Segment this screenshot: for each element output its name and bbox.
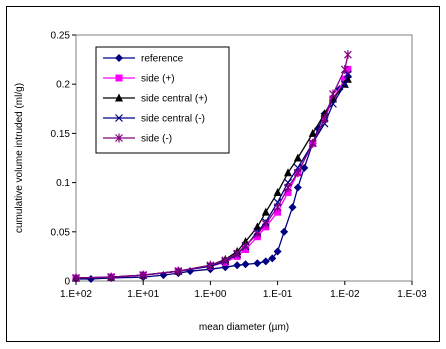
legend-label: side central (+) [141, 94, 207, 105]
data-point [233, 248, 242, 258]
data-point [341, 75, 349, 83]
data-point [320, 114, 329, 124]
data-point [174, 266, 183, 276]
data-point [273, 202, 282, 212]
x-tick-label: 1.E+00 [194, 289, 226, 300]
legend-label: side (-) [141, 134, 172, 145]
data-point [343, 70, 352, 79]
legend-label: side (+) [141, 74, 175, 85]
data-point [241, 241, 250, 251]
x-tick-label: 1.E+02 [60, 289, 92, 300]
legend-marker [115, 54, 123, 62]
legend-entry: side central (+) [103, 93, 207, 105]
x-tick-label: 1.E-03 [397, 289, 427, 300]
legend-marker [115, 114, 123, 122]
data-point [261, 219, 270, 229]
x-axis: 1.E+02 1.E+01 1.E+00 1.E-01 1.E-02 1.E-03 [60, 281, 427, 300]
chart-svg: 00.050.10.150.20.25 1.E+02 1.E+01 1.E+00 1.… [14, 31, 427, 334]
data-point [344, 65, 352, 73]
data-point [273, 247, 282, 256]
legend-entry: reference [103, 54, 184, 65]
data-point [241, 260, 250, 269]
y-tick-label: 0 [64, 277, 70, 288]
legend-marker [115, 74, 123, 82]
data-point [253, 259, 262, 268]
data-point [284, 188, 292, 196]
series-5 [72, 50, 352, 283]
data-point [280, 227, 289, 236]
data-point [107, 272, 116, 282]
data-point [320, 109, 329, 118]
y-tick-label: 0.2 [56, 80, 70, 91]
data-point [343, 50, 352, 60]
y-axis-title: cumulative volume intruded (ml/g) [14, 83, 25, 233]
x-tick-label: 1.E-01 [263, 289, 293, 300]
legend-marker [115, 93, 123, 102]
x-axis-title: mean diameter (µm) [199, 322, 289, 333]
legend-label: side central (-) [141, 114, 205, 125]
data-point [139, 270, 148, 280]
x-tick-label: 1.E-02 [330, 289, 360, 300]
data-point [253, 229, 262, 239]
y-axis: 0 0.05 0.1 0.15 0.2 0.25 [51, 31, 76, 288]
data-point [293, 168, 302, 178]
data-point [288, 203, 297, 212]
legend-marker [115, 133, 123, 143]
data-point [206, 260, 215, 270]
data-point [308, 138, 317, 148]
data-point [274, 208, 282, 216]
legend-label: reference [141, 54, 184, 65]
y-tick-label: 0.1 [56, 178, 70, 189]
y-tick-label: 0.25 [51, 31, 71, 42]
data-point [261, 257, 270, 266]
data-point [308, 128, 317, 137]
data-point [233, 261, 242, 270]
data-point [221, 255, 230, 265]
legend-entry: side central (-) [103, 114, 205, 125]
y-tick-label: 0.05 [51, 227, 71, 238]
x-tick-label: 1.E+01 [127, 289, 159, 300]
y-tick-label: 0.15 [51, 129, 71, 140]
data-point [253, 222, 262, 231]
data-point [329, 89, 337, 99]
series-line [75, 54, 349, 279]
data-point [300, 163, 309, 172]
data-point [72, 273, 80, 283]
data-point [273, 187, 282, 196]
data-point [340, 80, 349, 89]
data-point [261, 207, 270, 216]
data-point [284, 168, 293, 177]
data-point [293, 153, 302, 162]
data-point [284, 183, 292, 193]
data-point [340, 64, 349, 74]
legend: reference side (+) side central (+) side ce… [95, 46, 230, 154]
legend-entry: side (+) [103, 74, 175, 85]
legend-entry: side (-) [103, 133, 172, 145]
data-point [293, 183, 302, 192]
chart-frame: 0 0.05 0.1 0.15 0.2 0.25 1.E+02 1.E+01 1.E+00 1.… [6, 6, 440, 342]
data-point [314, 124, 323, 133]
